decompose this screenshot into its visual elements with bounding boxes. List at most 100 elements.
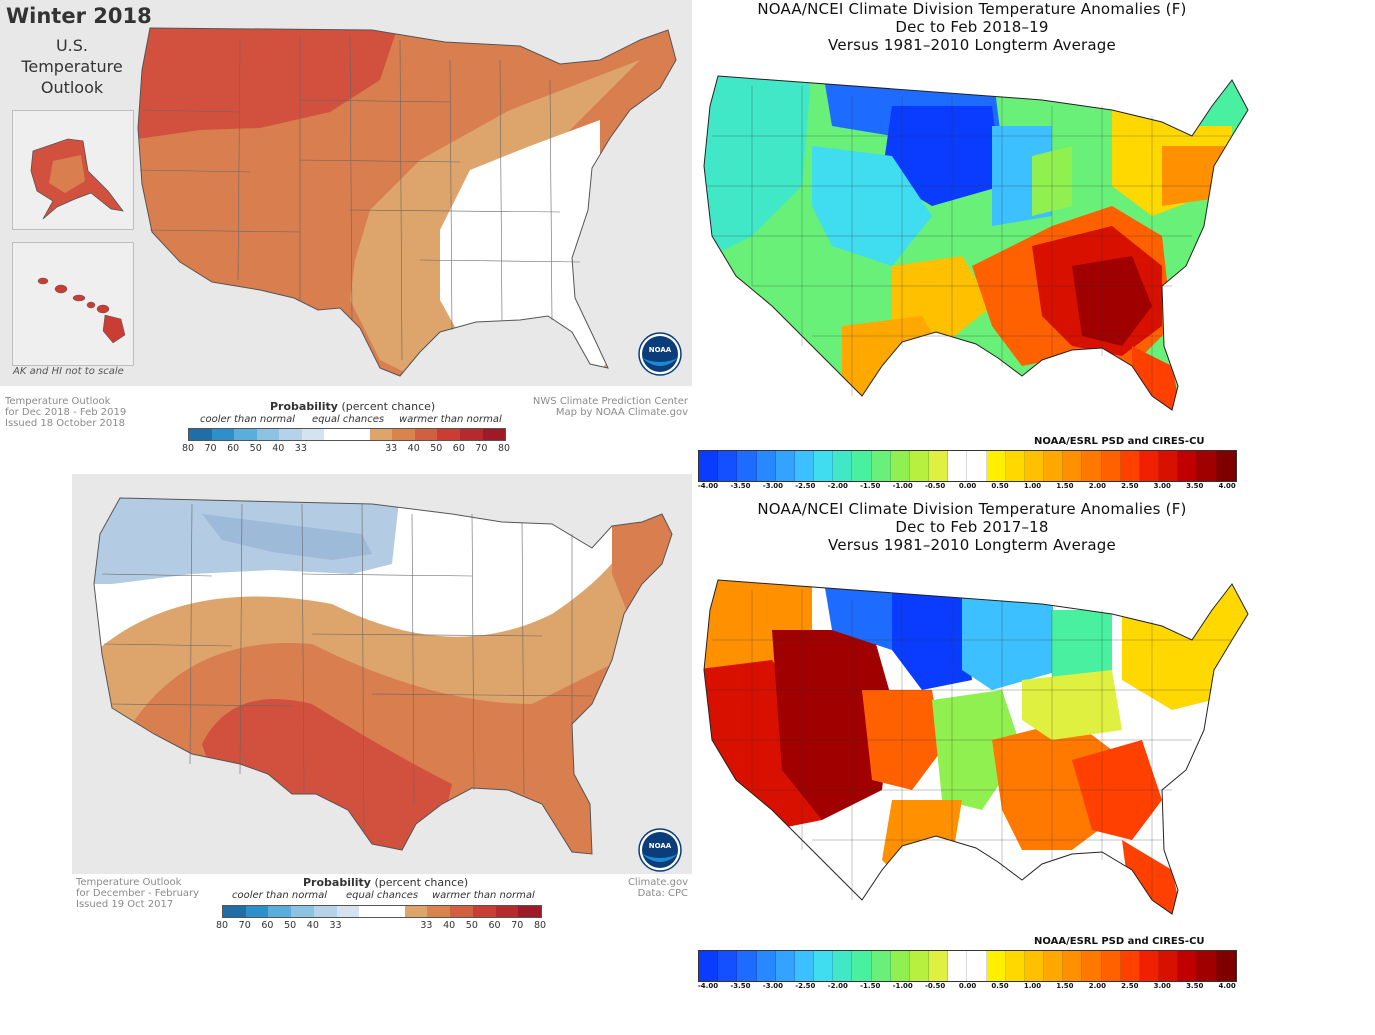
probability-swatch <box>459 429 483 440</box>
anomaly-swatch <box>1159 951 1179 981</box>
outlook-2018-title: Winter 2018 <box>6 4 152 28</box>
legend-2017-cooler-label: cooler than normal <box>232 890 328 901</box>
noaa-logo: NOAA <box>638 332 682 376</box>
outlook-2017-footer-line3: Issued 19 Oct 2017 <box>76 899 174 910</box>
probability-legend-title-bold: Probability <box>270 400 338 413</box>
probability-swatch <box>472 906 496 917</box>
probability-swatch <box>336 906 360 917</box>
anomaly-swatch <box>890 451 910 481</box>
outlook-2018-us-outline <box>137 27 677 377</box>
probability-swatch <box>518 906 542 917</box>
probability-tick-label: 40 <box>272 443 285 454</box>
anomaly-swatch <box>909 451 930 481</box>
probability-tick-label: 50 <box>284 920 297 931</box>
anomaly-swatch <box>1101 451 1121 481</box>
outlook-2018-panel: Winter 2018 U.S. Temperature Outlook AK … <box>0 0 692 462</box>
probability-legend-2017-title-rest: (percent chance) <box>374 876 469 889</box>
probability-swatch <box>404 906 428 917</box>
anomaly-tick-label: -2.50 <box>795 982 816 990</box>
probability-tick-label: 60 <box>488 920 501 931</box>
outlook-2017-footer-line2: for December - February <box>76 888 200 899</box>
anomaly-tick-label: -0.50 <box>925 482 946 490</box>
anomaly-swatch <box>967 951 987 981</box>
anomaly-2018-19-fill <box>704 76 1248 410</box>
anomaly-tick-label: -3.00 <box>762 482 783 490</box>
anomaly-2018-19-period: Dec to Feb 2018–19 <box>895 18 1049 36</box>
anomaly-2018-19-baseline: Versus 1981–2010 Longterm Average <box>828 36 1116 54</box>
probability-legend-2017-title: Probability (percent chance) <box>303 876 468 889</box>
probability-swatch <box>268 906 292 917</box>
anomaly-swatch <box>1082 451 1102 481</box>
anomaly-2018-19-title: NOAA/NCEI Climate Division Temperature A… <box>757 0 1187 18</box>
anomaly-swatch <box>1024 951 1045 981</box>
probability-swatch <box>427 906 451 917</box>
legend-2017-equal-label: equal chances <box>346 890 419 901</box>
anomaly-2017-18-fill <box>704 580 1248 914</box>
anomaly-swatch <box>718 451 738 481</box>
anomaly-swatch <box>1178 951 1198 981</box>
anomaly-tick-label: -0.50 <box>925 982 946 990</box>
outlook-2018-state-borders <box>139 35 581 361</box>
outlook-2017-panel: NOAA Temperature Outlook for December - … <box>72 474 692 944</box>
anomaly-swatch <box>1197 451 1217 481</box>
anomaly-swatch <box>986 451 1006 481</box>
probability-swatch <box>495 906 519 917</box>
probability-legend-title: Probability (percent chance) <box>270 400 435 413</box>
probability-tick-label: 60 <box>261 920 274 931</box>
outlook-2018-zone-warm-high <box>138 28 400 140</box>
probability-tick-label: 70 <box>204 443 217 454</box>
outlook-2017-map: NOAA <box>72 474 692 874</box>
anomaly-2017-18-panel: NOAA/NCEI Climate Division Temperature A… <box>692 500 1252 1000</box>
anomaly-swatch <box>1101 951 1121 981</box>
anomaly-tick-label: 1.50 <box>1056 982 1074 990</box>
anomaly-swatch <box>890 951 910 981</box>
anomaly-swatch <box>967 451 987 481</box>
anomaly-tick-label: -4.00 <box>697 982 719 990</box>
anomaly-tick-label: 1.00 <box>1023 982 1042 990</box>
anomaly-tick-label: 0.00 <box>958 982 977 990</box>
anomaly-swatch <box>794 451 815 481</box>
anomaly-swatch <box>909 951 930 981</box>
anomaly-tick-label: 2.00 <box>1088 982 1106 990</box>
anomaly-swatch <box>756 951 776 981</box>
anomaly-2018-19-credit: NOAA/ESRL PSD and CIRES-CU <box>1034 436 1205 447</box>
anomaly-tick-label: 2.50 <box>1121 482 1139 490</box>
probability-tick-label: 60 <box>452 443 465 454</box>
anomaly-swatch <box>814 951 834 981</box>
outlook-2017-zone-cool-mid <box>202 514 372 560</box>
anomaly-swatch <box>871 951 891 981</box>
anomaly-swatch <box>1216 951 1236 981</box>
probability-tick-label: 80 <box>215 920 229 931</box>
anomaly-swatch <box>814 451 834 481</box>
anomaly-2017-18-map <box>703 579 1249 915</box>
anomaly-2017-18-period: Dec to Feb 2017–18 <box>895 518 1049 536</box>
anomaly-swatch <box>699 451 719 481</box>
anomaly-tick-label: -3.50 <box>730 482 751 490</box>
probability-swatch <box>234 429 257 440</box>
anomaly-swatch <box>1082 951 1102 981</box>
anomaly-tick-label: 3.00 <box>1153 482 1171 490</box>
probability-swatch <box>414 429 438 440</box>
anomaly-tick-label: 0.50 <box>991 482 1009 490</box>
anomaly-tick-label: 0.50 <box>991 982 1009 990</box>
anomaly-tick-label: -3.50 <box>730 982 751 990</box>
probability-swatch <box>223 906 246 917</box>
anomaly-tick-label: -1.50 <box>860 982 881 990</box>
anomaly-swatch <box>1063 951 1083 981</box>
hawaii-islands <box>37 277 126 344</box>
probability-swatch <box>313 906 337 917</box>
anomaly-tick-label: -2.50 <box>795 482 816 490</box>
anomaly-swatch <box>756 451 776 481</box>
probability-legend-2017-title-bold: Probability <box>303 876 371 889</box>
probability-tick-label: 40 <box>407 443 420 454</box>
anomaly-swatch <box>1139 951 1160 981</box>
probability-tick-label: 33 <box>294 443 307 454</box>
anomaly-tick-label: 4.00 <box>1218 482 1236 490</box>
probability-swatch <box>347 429 370 440</box>
outlook-2018-subtitle-outlook: Outlook <box>40 78 104 97</box>
probability-tick-label: 80 <box>497 443 511 454</box>
legend-equal-label: equal chances <box>312 414 385 425</box>
outlook-2018-credit-line2: Map by NOAA Climate.gov <box>555 407 688 418</box>
probability-swatch <box>245 906 269 917</box>
legend-2017-warmer-label: warmer than normal <box>432 890 535 901</box>
